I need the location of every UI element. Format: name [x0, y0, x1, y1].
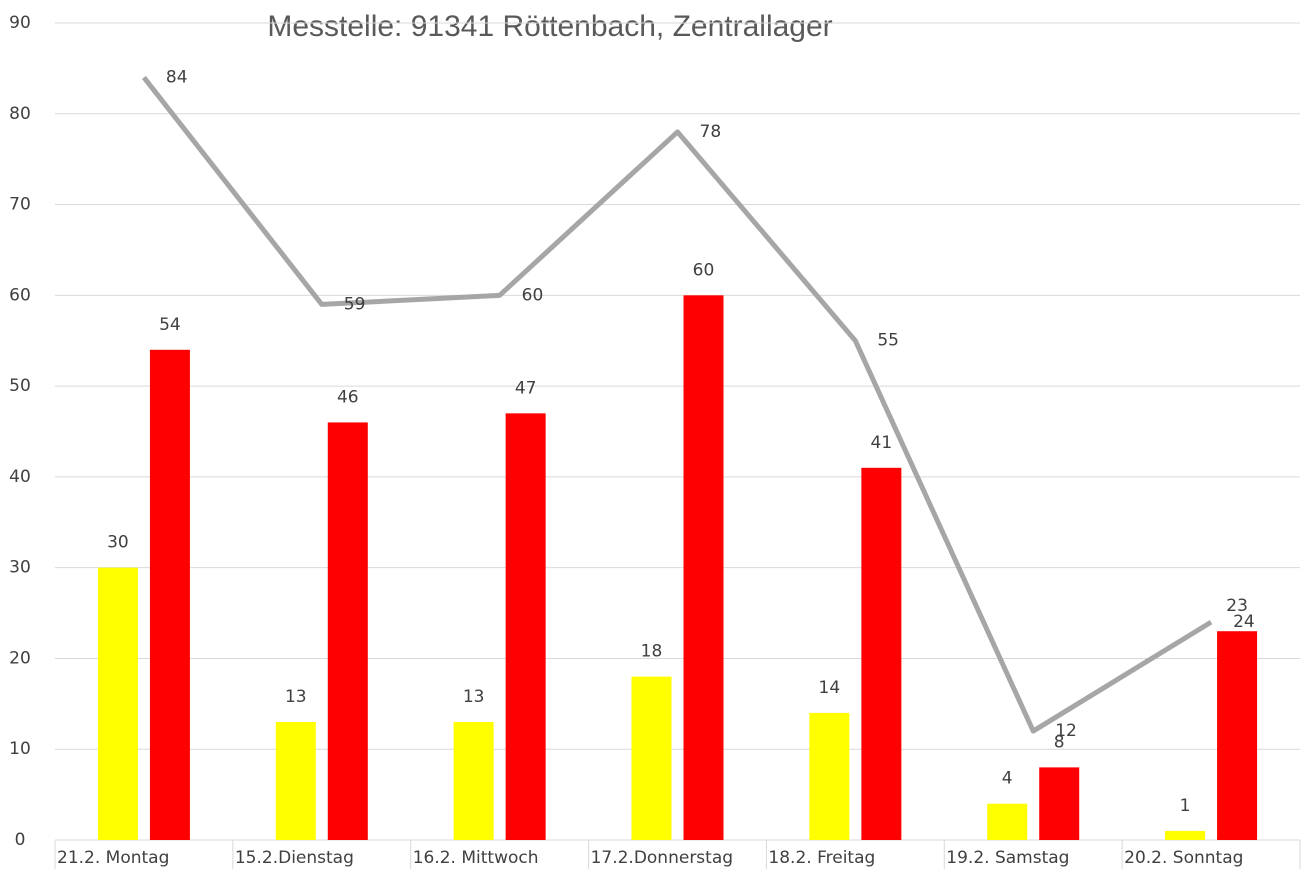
data-label: 30: [107, 533, 129, 553]
data-label: 13: [285, 687, 307, 707]
y-tick-label: 50: [9, 376, 31, 396]
data-label: 46: [337, 387, 359, 407]
x-tick-label: 18.2. Freitag: [768, 848, 875, 868]
line: [141, 75, 1213, 734]
data-label: 24: [1233, 612, 1255, 632]
x-tick-label: 17.2.Donnerstag: [591, 848, 733, 868]
data-label: 12: [1055, 721, 1077, 741]
data-label: 23: [1226, 596, 1248, 616]
bar: [1039, 767, 1080, 840]
bar: [683, 295, 724, 840]
bar: [327, 422, 368, 840]
x-tick-label: 15.2.Dienstag: [235, 848, 354, 868]
data-label: 54: [159, 315, 181, 335]
bar: [809, 712, 850, 840]
y-tick-label: 20: [9, 648, 31, 668]
data-label: 41: [871, 433, 893, 453]
y-tick-label: 0: [15, 830, 26, 850]
bar: [453, 721, 494, 840]
y-tick-label: 70: [9, 195, 31, 215]
bar: [97, 567, 138, 840]
bar: [861, 467, 902, 840]
y-tick-label: 90: [9, 13, 31, 33]
data-label: 60: [693, 260, 715, 280]
data-label: 1: [1180, 796, 1191, 816]
y-tick-label: 30: [9, 558, 31, 578]
bar: [275, 721, 316, 840]
data-label: 55: [877, 331, 899, 351]
data-label: 8: [1054, 732, 1065, 752]
bar: [1165, 830, 1206, 840]
data-label: 84: [166, 67, 188, 87]
y-tick-label: 10: [9, 739, 31, 759]
data-label: 13: [463, 687, 485, 707]
bar: [1217, 631, 1258, 840]
chart-title: Messtelle: 91341 Röttenbach, Zentrallage…: [267, 10, 832, 43]
x-tick-label: 20.2. Sonntag: [1124, 848, 1243, 868]
bar: [505, 413, 546, 840]
data-label: 59: [344, 294, 366, 314]
bar: [987, 803, 1028, 840]
data-label: 18: [641, 642, 663, 662]
x-tick-label: 16.2. Mittwoch: [413, 848, 539, 868]
data-label: 60: [522, 285, 544, 305]
x-tick-label: 19.2. Samstag: [946, 848, 1069, 868]
data-label: 14: [819, 678, 841, 698]
y-tick-label: 60: [9, 285, 31, 305]
data-label: 78: [700, 122, 722, 142]
bar: [149, 349, 190, 840]
y-tick-label: 80: [9, 104, 31, 124]
data-label: 47: [515, 378, 537, 398]
x-tick-label: 21.2. Montag: [57, 848, 169, 868]
y-tick-label: 40: [9, 467, 31, 487]
bar: [631, 676, 672, 840]
data-label: 4: [1002, 769, 1013, 789]
